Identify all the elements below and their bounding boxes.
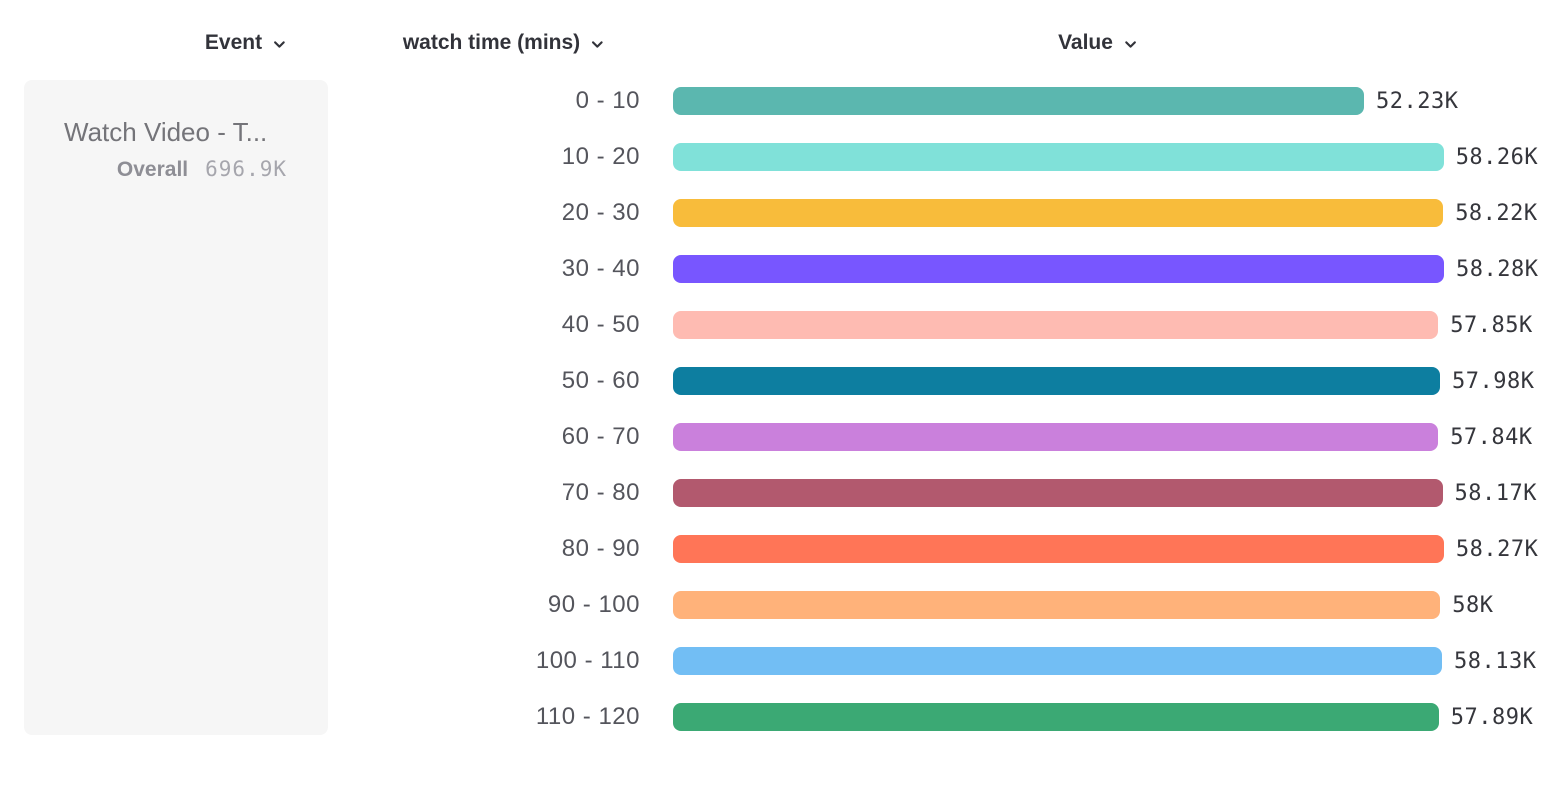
bucket-label: 100 - 110: [535, 647, 640, 674]
value-column-label: Value: [1058, 31, 1113, 54]
event-overall-row: Overall 696.9K: [24, 157, 328, 182]
value-column-dropdown[interactable]: Value: [1058, 28, 1138, 58]
bar[interactable]: [673, 479, 1443, 507]
chevron-down-icon: [272, 37, 287, 52]
event-column-dropdown[interactable]: Event: [205, 28, 287, 58]
bar[interactable]: [673, 367, 1440, 395]
chart-row: 70 - 80 58.17K: [0, 479, 1568, 507]
bucket-label: 10 - 20: [561, 143, 640, 170]
event-card[interactable]: Watch Video - T... Overall 696.9K: [24, 80, 328, 735]
chevron-down-icon: [590, 37, 605, 52]
chart-row: 90 - 100 58K: [0, 591, 1568, 619]
bar[interactable]: [673, 255, 1444, 283]
chart-row: 80 - 90 58.27K: [0, 535, 1568, 563]
bar[interactable]: [673, 535, 1444, 563]
chart-row: 0 - 10 52.23K: [0, 87, 1568, 115]
chart-row: 10 - 20 58.26K: [0, 143, 1568, 171]
bucket-label: 30 - 40: [561, 255, 640, 282]
chart-row: 20 - 30 58.22K: [0, 199, 1568, 227]
bar[interactable]: [673, 311, 1439, 339]
bar[interactable]: [673, 703, 1439, 731]
bucket-label: 0 - 10: [575, 87, 640, 114]
bucket-label: 70 - 80: [561, 479, 640, 506]
bucket-label: 40 - 50: [561, 311, 640, 338]
bar-value: 58K: [1452, 593, 1494, 618]
event-title: Watch Video - T...: [64, 117, 268, 147]
bucket-label: 60 - 70: [561, 423, 640, 450]
breakdown-column-label: watch time (mins): [402, 31, 581, 54]
bucket-label: 80 - 90: [561, 535, 640, 562]
bar[interactable]: [673, 143, 1444, 171]
bar-value: 58.22K: [1455, 201, 1538, 226]
chart-row: 60 - 70 57.84K: [0, 423, 1568, 451]
bar-value: 57.84K: [1450, 425, 1533, 450]
bucket-label: 90 - 100: [547, 591, 640, 618]
bar-value: 58.17K: [1454, 481, 1537, 506]
bucket-label: 50 - 60: [561, 367, 640, 394]
bar-value: 57.85K: [1450, 313, 1533, 338]
breakdown-column-dropdown[interactable]: watch time (mins): [403, 28, 605, 58]
bar-value: 57.89K: [1450, 705, 1534, 730]
bar[interactable]: [673, 87, 1364, 115]
bar-value: 52.23K: [1376, 89, 1459, 114]
bar[interactable]: [673, 423, 1439, 451]
chart-row: 40 - 50 57.85K: [0, 311, 1568, 339]
bar[interactable]: [673, 199, 1444, 227]
chart-row: 110 - 120 57.89K: [0, 703, 1568, 731]
chart-row: 30 - 40 58.28K: [0, 255, 1568, 283]
bucket-label: 20 - 30: [561, 199, 640, 226]
chart-row: 100 - 110 58.13K: [0, 647, 1568, 675]
bar-value: 57.98K: [1452, 369, 1535, 394]
chevron-down-icon: [1123, 37, 1138, 52]
bar[interactable]: [673, 591, 1441, 619]
bar-value: 58.28K: [1456, 257, 1539, 282]
bar[interactable]: [673, 647, 1442, 675]
bar-value: 58.27K: [1455, 537, 1539, 562]
overall-value: 696.9K: [205, 157, 287, 181]
bar-value: 58.13K: [1454, 649, 1537, 674]
overall-label: Overall: [116, 158, 189, 181]
bar-value: 58.26K: [1455, 145, 1539, 170]
chart-row: 50 - 60 57.98K: [0, 367, 1568, 395]
bucket-label: 110 - 120: [535, 703, 640, 730]
event-column-label: Event: [204, 31, 263, 54]
